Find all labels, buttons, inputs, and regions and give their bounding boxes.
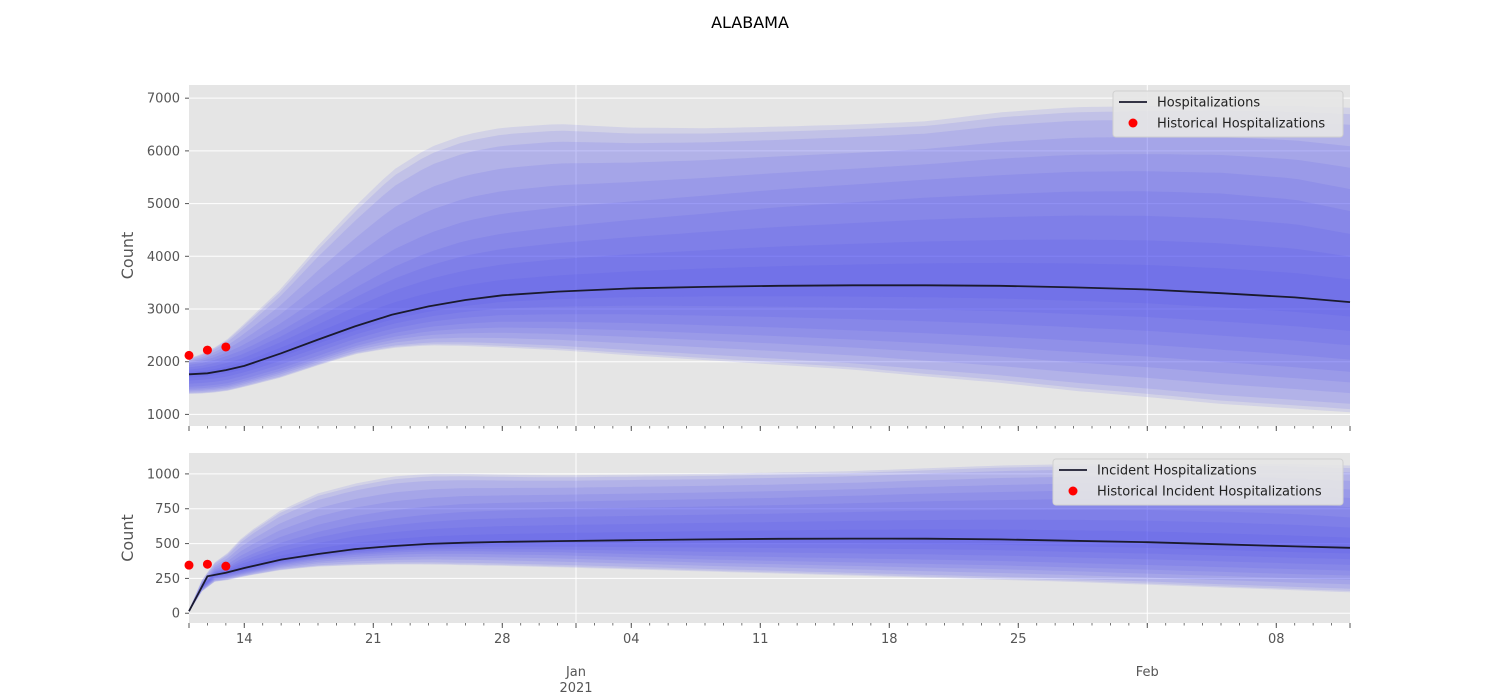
y-axis-label: Count <box>118 514 137 562</box>
x-tick-label: 04 <box>623 632 640 647</box>
median-line <box>188 537 1351 612</box>
x-year-label: 2021 <box>559 681 592 696</box>
legend-label: Incident Hospitalizations <box>1097 464 1257 479</box>
x-tick-label: 18 <box>881 632 898 647</box>
legend: Hospitalizations Historical Hospitalizati… <box>1112 90 1344 138</box>
forecast-band-30 <box>189 239 1350 381</box>
y-tick-label: 0 <box>172 607 180 622</box>
historical-point <box>221 342 231 352</box>
forecast-band-20 <box>189 529 1350 612</box>
forecast-band-80 <box>189 476 1350 612</box>
forecast-band-70 <box>189 154 1350 391</box>
y-tick-label: 1000 <box>147 408 180 423</box>
forecast-band-98 <box>189 105 1350 413</box>
forecast-band-90 <box>189 119 1350 404</box>
forecast-band-60 <box>189 171 1350 389</box>
legend-marker-swatch <box>1128 118 1138 128</box>
x-tick-label: 14 <box>236 632 253 647</box>
forecast-band-40 <box>189 509 1350 612</box>
median-line <box>188 284 1351 376</box>
forecast-band-50 <box>189 191 1350 387</box>
y-tick-label: 2000 <box>147 355 180 370</box>
forecast-band-70 <box>189 483 1350 612</box>
y-tick-label: 3000 <box>147 302 180 317</box>
y-tick-label: 4000 <box>147 250 180 265</box>
incident-hospitalizations-panel: 0 250 500 750 1000 Count Incident Hospitalizat… <box>118 453 1351 628</box>
y-axis-label: Count <box>118 232 137 280</box>
plot-background <box>189 85 1350 426</box>
legend-label: Historical Hospitalizations <box>1157 117 1325 132</box>
y-tick-label: 1000 <box>147 467 180 482</box>
legend-label: Historical Incident Hospitalizations <box>1097 485 1322 500</box>
hospitalizations-panel: 1000 2000 3000 4000 5000 6000 7000 Count Hospita… <box>118 85 1351 431</box>
x-month-label: Jan <box>565 665 586 680</box>
forecast-band-80 <box>189 136 1350 394</box>
legend-marker-swatch <box>1068 486 1078 496</box>
legend: Incident Hospitalizations Historical Inci… <box>1052 458 1344 506</box>
historical-point <box>184 350 194 360</box>
x-tick-label: 21 <box>365 632 382 647</box>
forecast-band-95 <box>189 110 1350 410</box>
y-tick-label: 5000 <box>147 197 180 212</box>
y-tick-label: 6000 <box>147 144 180 159</box>
historical-point <box>221 561 231 571</box>
figure-title: ALABAMA <box>711 13 789 32</box>
historical-point <box>202 559 212 569</box>
x-tick-label: 25 <box>1010 632 1027 647</box>
y-tick-label: 500 <box>155 537 180 552</box>
legend-box <box>1052 458 1344 506</box>
legend-label: Hospitalizations <box>1157 96 1260 111</box>
x-month-label: Feb <box>1136 665 1159 680</box>
y-tick-label: 250 <box>155 572 180 587</box>
historical-point <box>202 345 212 355</box>
y-tick-label: 750 <box>155 502 180 517</box>
x-tick-label: 11 <box>752 632 769 647</box>
y-tick-label: 7000 <box>147 92 180 107</box>
forecast-band-50 <box>189 499 1350 612</box>
forecast-band-40 <box>189 215 1350 384</box>
legend-box <box>1112 90 1344 138</box>
forecast-band-20 <box>189 262 1350 378</box>
historical-point <box>184 560 194 570</box>
x-tick-label: 08 <box>1268 632 1285 647</box>
x-tick-label: 28 <box>494 632 511 647</box>
forecast-band-60 <box>189 490 1350 612</box>
